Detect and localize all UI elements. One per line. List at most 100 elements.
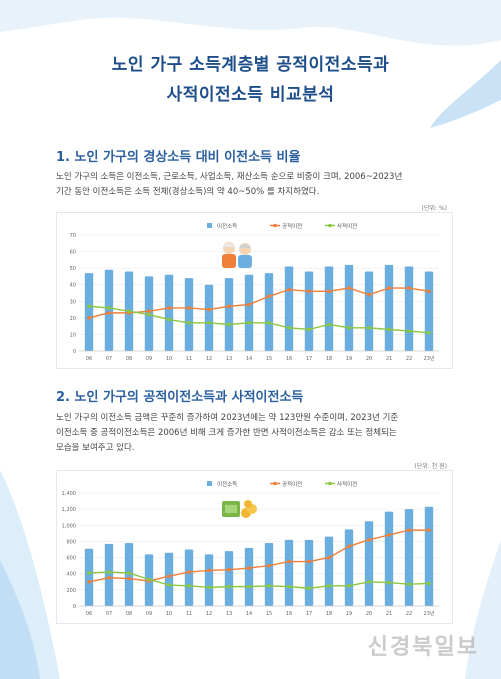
- chart-2-legend-marker-1: [273, 481, 277, 486]
- section-1-heading: 1. 노인 가구의 경상소득 대비 이전소득 비율: [56, 150, 301, 165]
- chart-1-bar: [364, 271, 374, 351]
- chart-1-ytick-label: 50: [70, 266, 76, 272]
- chart-2-xtick-label: 11: [186, 611, 192, 617]
- chart-1-legend: 이전소득 공적이전 사적이전: [207, 222, 357, 230]
- section-2-text-line-1: 노인 가구의 이전소득 금액은 꾸준히 증가하여 2023년에는 약 123만원…: [56, 413, 399, 423]
- chart-1-point: [247, 302, 251, 307]
- chart-2-point: [387, 533, 391, 537]
- chart-2-xtick-label: 14: [246, 611, 252, 617]
- chart-2-bar: [104, 543, 114, 606]
- chart-1: 이전소득 공적이전 사적이전 0 10 20 30 40 50 60 70 06 07 08 09 10 11 1…: [70, 222, 439, 362]
- chart-1-xtick-label: 16: [286, 356, 292, 362]
- chart-2-point: [227, 584, 231, 589]
- chart-2-point: [427, 581, 431, 586]
- chart-2-ytick-label: 0: [73, 604, 76, 610]
- chart-2-point: [187, 584, 191, 588]
- chart-1-point: [387, 286, 391, 290]
- chart-1-point: [427, 330, 431, 335]
- chart-2-bar: [84, 548, 94, 606]
- chart-1-xtick-label: 13: [226, 356, 232, 362]
- chart-2-point: [107, 570, 111, 574]
- chart-2-bar: [284, 539, 294, 606]
- chart-1-point: [367, 292, 371, 297]
- section-2-text-line-2: 이전소득 중 공적이전소득은 2006년 비해 크게 증가한 반면 사적이전소득…: [56, 428, 397, 438]
- chart-1-point: [347, 286, 351, 290]
- chart-1-elderly-couple-illustration: [222, 242, 252, 268]
- chart-1-bar: [244, 274, 254, 351]
- chart-2-point: [347, 584, 351, 588]
- chart-2-xtick-label: 12: [206, 611, 212, 617]
- chart-2-bar: [364, 521, 374, 606]
- chart-1-point: [127, 309, 131, 314]
- chart-1-xtick-label: 20: [366, 356, 372, 362]
- chart-2-bar: [404, 509, 414, 606]
- chart-2-xtick-label: 23년: [424, 610, 435, 617]
- chart-2-bar: [304, 539, 314, 606]
- chart-2-bar: [424, 506, 434, 606]
- chart-1-point: [187, 306, 191, 310]
- chart-1-point: [207, 321, 211, 325]
- chart-2-point: [307, 559, 311, 564]
- watermark: 신경북일보: [367, 635, 479, 660]
- chart-1-xtick-label: 09: [146, 356, 152, 362]
- chart-2-money-illustration: [222, 500, 257, 518]
- chart-2-point: [407, 582, 411, 587]
- chart-2-bar: [204, 554, 214, 606]
- chart-1-point: [407, 286, 411, 290]
- chart-1-xtick-label: 08: [126, 356, 132, 362]
- chart-1-point: [147, 309, 151, 314]
- chart-1-line-1: [88, 287, 430, 319]
- section-2-text: 노인 가구의 이전소득 금액은 꾸준히 증가하여 2023년에는 약 123만원…: [56, 411, 451, 456]
- chart-2-point: [207, 585, 211, 590]
- chart-2-bar: [224, 551, 234, 606]
- chart-1-point: [107, 311, 111, 315]
- chart-1-point: [87, 316, 91, 320]
- chart-1-ytick-label: 40: [70, 283, 76, 289]
- chart-2-xtick-label: 06: [86, 611, 92, 617]
- chart-1-ytick-label: 30: [70, 299, 76, 305]
- chart-2-legend: 이전소득 공적이전 사적이전: [207, 480, 357, 488]
- chart-2-bar: [184, 549, 194, 606]
- chart-1-legend-label-1: 공적이전: [282, 222, 302, 230]
- chart-1-point: [267, 321, 271, 325]
- chart-1-xtick-label: 14: [246, 356, 252, 362]
- chart-2-legend-marker-2: [328, 481, 332, 486]
- chart-2-xtick-label: 20: [366, 611, 372, 617]
- chart-2-point: [167, 583, 171, 587]
- chart-1-xtick-label: 15: [266, 356, 272, 362]
- chart-1-xtick-label: 11: [186, 356, 192, 362]
- chart-2-xtick-label: 16: [286, 611, 292, 617]
- chart-2-legend-label-2: 사적이전: [337, 480, 357, 488]
- chart-2-point: [227, 567, 231, 572]
- chart-1-legend-swatch-0: [207, 223, 212, 228]
- chart-1-bar: [84, 273, 94, 351]
- chart-1-point: [87, 304, 91, 309]
- section-1-text-line-1: 노인 가구의 소득은 이전소득, 근로소득, 사업소득, 재산소득 순으로 비중…: [56, 172, 403, 182]
- chart-2-bar: [384, 511, 394, 606]
- page-title-line-2: 사적이전소득 비교분석: [166, 85, 335, 105]
- chart-1-point: [167, 317, 171, 322]
- chart-1-point: [307, 327, 311, 332]
- chart-2-point: [327, 555, 331, 560]
- chart-1-ytick-label: 0: [73, 349, 76, 355]
- chart-2-point: [187, 570, 191, 574]
- chart-2-point: [427, 528, 431, 532]
- chart-1-xtick-label: 06: [86, 356, 92, 362]
- chart-2-legend-swatch-0: [207, 481, 212, 486]
- chart-1-point: [187, 321, 191, 325]
- chart-2-xtick-label: 17: [306, 611, 312, 617]
- chart-2-point: [207, 568, 211, 573]
- chart-2-bar: [164, 552, 174, 606]
- chart-1-bar: [324, 266, 334, 351]
- chart-2-ytick-label: 1,200: [62, 507, 76, 513]
- chart-2-bar: [324, 536, 334, 606]
- chart-1-point: [227, 304, 231, 309]
- chart-2-bar: [264, 543, 274, 606]
- chart-1-legend-marker-2: [328, 223, 332, 228]
- chart-2-point: [127, 576, 131, 581]
- chart-1-xtick-label: 18: [326, 356, 332, 362]
- page-title-line-1: 노인 가구 소득계층별 공적이전소득과: [111, 55, 390, 75]
- chart-1-bar: [184, 278, 194, 351]
- chart-2-xtick-label: 07: [106, 611, 112, 617]
- chart-1-bar: [424, 271, 434, 351]
